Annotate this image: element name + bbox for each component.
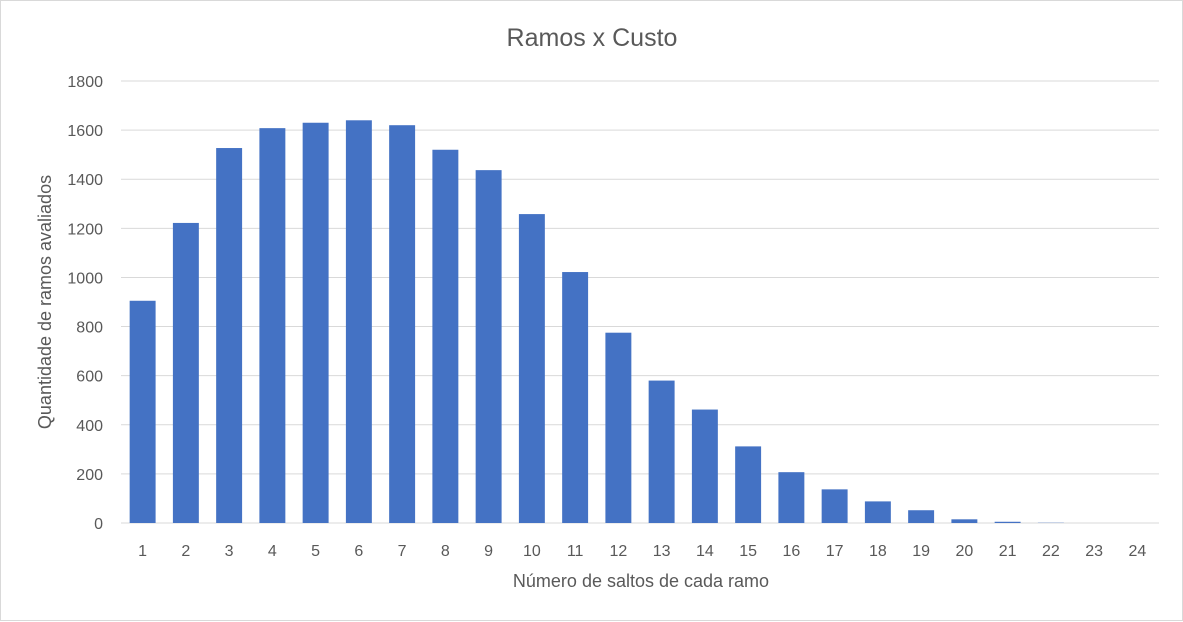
bar-10 — [519, 214, 545, 523]
x-tick-label: 17 — [826, 543, 844, 560]
x-tick-label: 2 — [181, 543, 190, 560]
x-tick-label: 9 — [484, 543, 493, 560]
x-tick-label: 4 — [268, 543, 277, 560]
x-tick-label: 1 — [138, 543, 147, 560]
x-tick-label: 5 — [311, 543, 320, 560]
x-tick-label: 15 — [739, 543, 757, 560]
y-tick-label: 600 — [76, 369, 103, 386]
bar-17 — [822, 489, 848, 523]
x-tick-label: 23 — [1085, 543, 1103, 560]
x-tick-label: 11 — [567, 543, 584, 560]
bar-7 — [389, 125, 415, 523]
x-tick-label: 10 — [523, 543, 541, 560]
x-tick-label: 13 — [653, 543, 671, 560]
x-tick-label: 18 — [869, 543, 887, 560]
bar-19 — [908, 510, 934, 523]
bar-12 — [605, 333, 631, 523]
x-tick-label: 14 — [696, 543, 714, 560]
bar-3 — [216, 148, 242, 523]
x-tick-label: 12 — [609, 543, 627, 560]
x-tick-label: 19 — [912, 543, 930, 560]
chart-title: Ramos x Custo — [507, 24, 678, 52]
x-tick-label: 22 — [1042, 543, 1060, 560]
y-axis-title: Quantidade de ramos avaliados — [35, 175, 55, 429]
x-axis-title: Número de saltos de cada ramo — [513, 571, 769, 591]
bar-1 — [130, 301, 156, 523]
y-tick-label: 400 — [76, 418, 103, 435]
y-tick-label: 800 — [76, 320, 103, 337]
y-axis-ticks: 0 200 400 600 800 1000 1200 1400 1600 1800 — [67, 74, 103, 533]
x-tick-label: 7 — [398, 543, 407, 560]
x-tick-label: 3 — [225, 543, 234, 560]
y-tick-label: 1600 — [67, 123, 103, 140]
x-tick-label: 6 — [354, 543, 363, 560]
y-tick-label: 1000 — [67, 270, 103, 287]
bar-6 — [346, 120, 372, 523]
y-tick-label: 1200 — [67, 221, 103, 238]
bar-8 — [432, 150, 458, 523]
y-tick-label: 0 — [94, 516, 103, 533]
y-tick-label: 1400 — [67, 172, 103, 189]
y-tick-label: 200 — [76, 467, 103, 484]
x-tick-label: 8 — [441, 543, 450, 560]
y-tick-label: 1800 — [67, 74, 103, 91]
bar-15 — [735, 446, 761, 523]
x-tick-label: 24 — [1128, 543, 1146, 560]
bar-16 — [778, 472, 804, 523]
x-tick-label: 20 — [955, 543, 973, 560]
bar-14 — [692, 410, 718, 523]
bars — [130, 120, 1064, 523]
bar-4 — [259, 128, 285, 523]
bar-20 — [951, 519, 977, 523]
bar-9 — [476, 170, 502, 523]
x-tick-label: 16 — [782, 543, 800, 560]
bar-18 — [865, 501, 891, 523]
bar-2 — [173, 223, 199, 523]
bar-5 — [303, 123, 329, 523]
x-tick-label: 21 — [999, 543, 1017, 560]
bar-13 — [649, 381, 675, 523]
bar-21 — [995, 522, 1021, 523]
bar-11 — [562, 272, 588, 523]
